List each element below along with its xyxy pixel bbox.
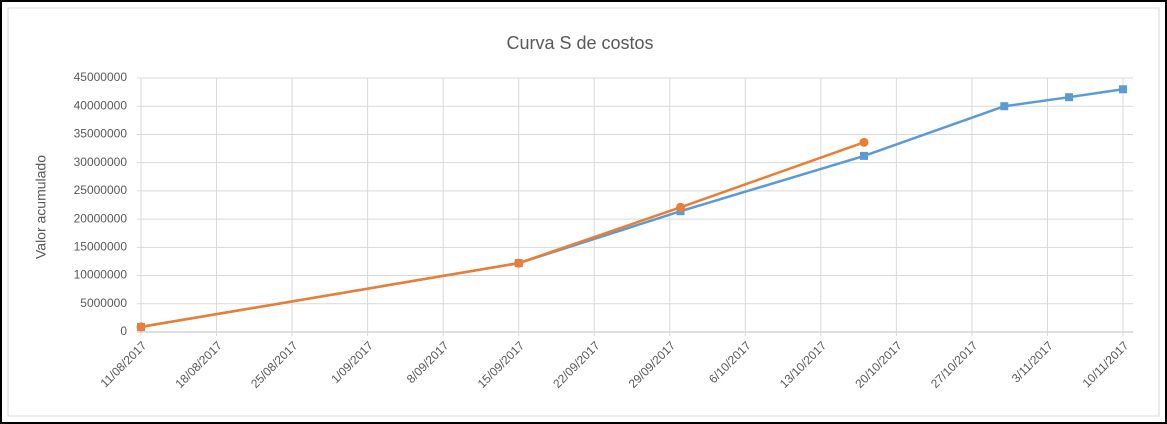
marker [676, 202, 686, 212]
marker [1065, 93, 1074, 102]
y-tick-label: 10000000 [74, 268, 128, 282]
marker [859, 137, 869, 147]
y-tick-label: 40000000 [74, 98, 128, 112]
y-tick-label: 25000000 [74, 183, 128, 197]
marker [1119, 85, 1127, 94]
y-tick-label: 45000000 [74, 70, 128, 84]
y-axis-label: Valor acumulado [33, 155, 49, 259]
y-tick-label: 5000000 [80, 296, 127, 310]
marker [1000, 102, 1009, 111]
marker [136, 322, 146, 332]
marker [514, 258, 524, 268]
y-tick-label: 15000000 [74, 240, 128, 254]
chart-area [7, 7, 1160, 417]
y-tick-label: 0 [120, 324, 127, 338]
y-tick-label: 30000000 [74, 155, 128, 169]
y-tick-label: 20000000 [74, 211, 128, 225]
series-line [140, 141, 865, 329]
chart-title: Curva S de costos [506, 33, 653, 53]
y-tick-label: 35000000 [74, 127, 128, 141]
marker [860, 151, 869, 160]
